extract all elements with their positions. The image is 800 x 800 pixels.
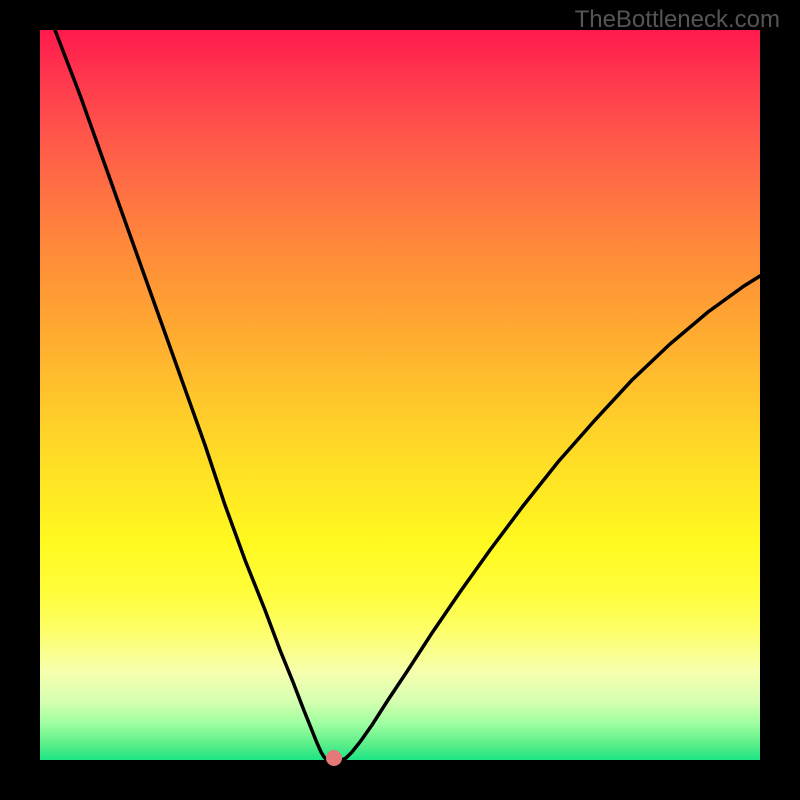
bottleneck-curve: [40, 30, 760, 760]
watermark-text: TheBottleneck.com: [575, 6, 780, 34]
chart-container: [40, 30, 760, 760]
optimal-point-marker: [326, 750, 342, 766]
